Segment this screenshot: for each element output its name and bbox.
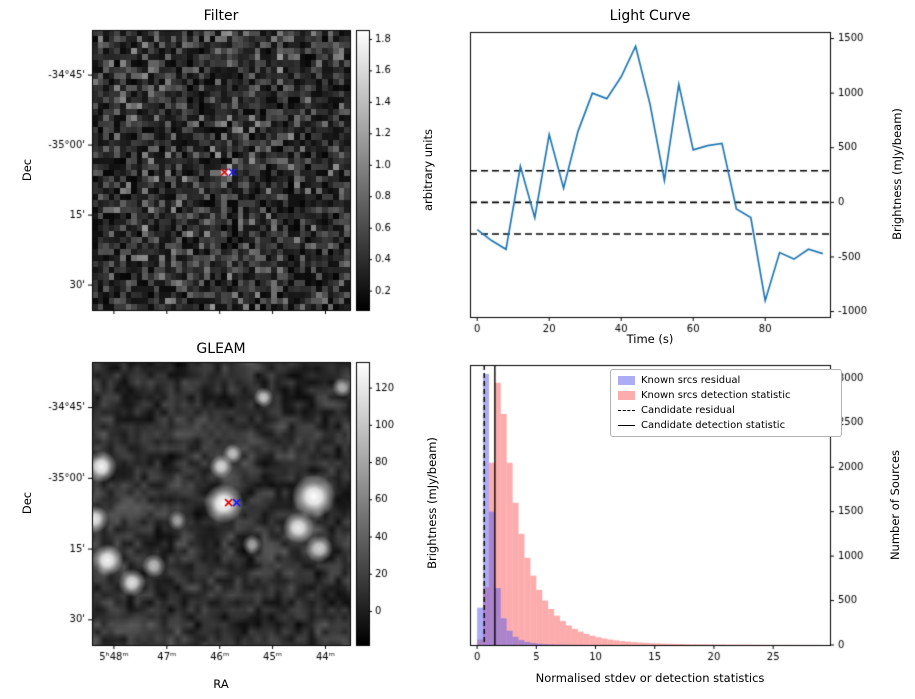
legend-label: Candidate detection statistic xyxy=(641,420,786,431)
pink-patch-icon xyxy=(618,391,635,400)
legend-label: Known srcs residual xyxy=(641,375,741,386)
legend-label: Known srcs detection statistic xyxy=(641,390,791,401)
legend-item-known-residual: Known srcs residual xyxy=(618,375,834,386)
hist-ylabel: Number of Sources xyxy=(888,449,902,561)
blue-patch-icon xyxy=(618,376,635,385)
filter-ylabel: Dec xyxy=(20,158,34,182)
hist-xlabel: Normalised stdev or detection statistics xyxy=(535,671,765,685)
legend-item-candidate-detstat: Candidate detection statistic xyxy=(618,420,834,431)
lightcurve-xlabel: Time (s) xyxy=(626,332,674,346)
gleam-cbar-label: Brightness (mJy/beam) xyxy=(425,437,439,569)
filter-title: Filter xyxy=(203,8,239,24)
legend: Known srcs residual Known srcs detection… xyxy=(610,369,842,437)
legend-item-known-detstat: Known srcs detection statistic xyxy=(618,390,834,401)
gleam-title: GLEAM xyxy=(196,341,246,357)
lightcurve-title: Light Curve xyxy=(609,8,691,24)
filter-cbar-label: arbitrary units xyxy=(421,128,435,212)
dashed-line-icon xyxy=(618,410,635,411)
gleam-ylabel: Dec xyxy=(20,491,34,515)
legend-item-candidate-residual: Candidate residual xyxy=(618,405,834,416)
legend-label: Candidate residual xyxy=(641,405,735,416)
gleam-xlabel: RA xyxy=(213,677,229,691)
lightcurve-ylabel: Brightness (mJy/beam) xyxy=(890,108,904,240)
solid-line-icon xyxy=(618,425,635,426)
